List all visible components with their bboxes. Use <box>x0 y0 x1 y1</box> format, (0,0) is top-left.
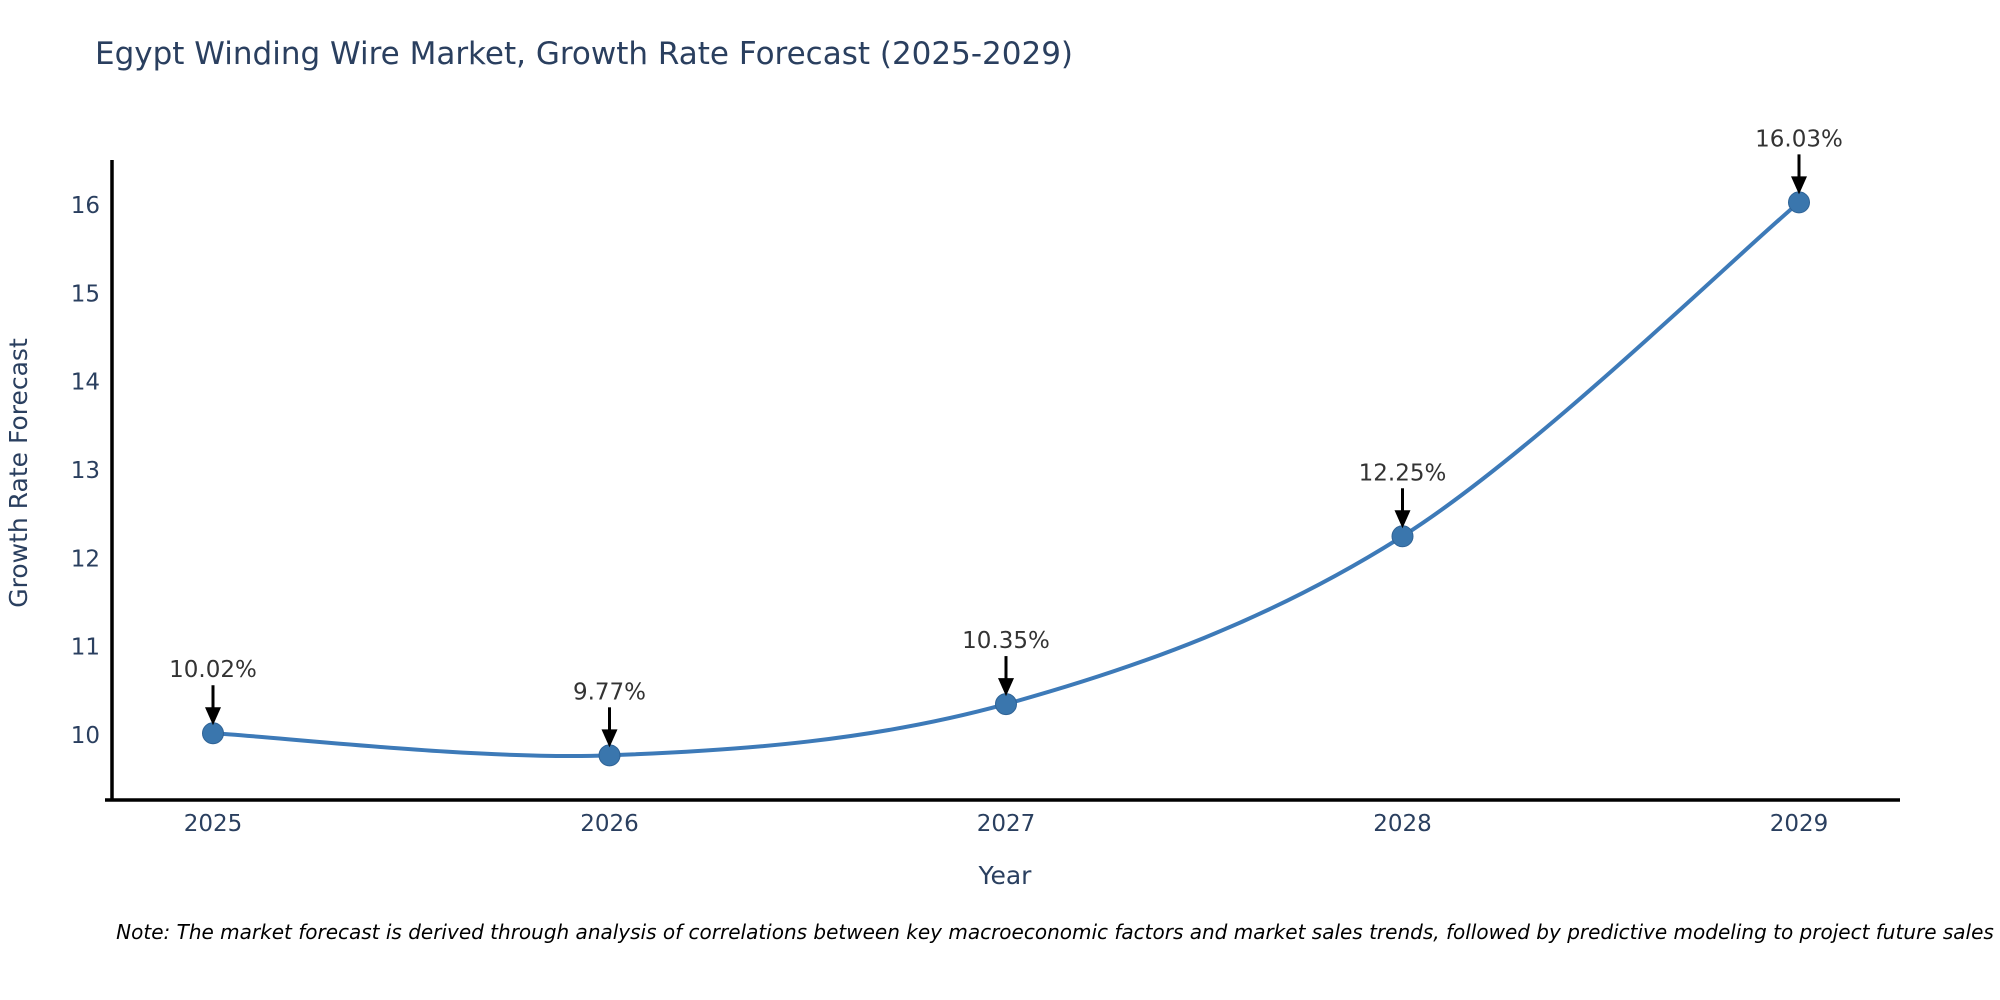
data-point-value-label: 12.25% <box>1359 460 1447 486</box>
data-point-marker <box>1788 191 1810 214</box>
x-tick-label: 2026 <box>580 811 639 837</box>
x-tick-label: 2027 <box>977 811 1036 837</box>
y-axis-title: Growth Rate Forecast <box>4 338 33 608</box>
x-tick-label: 2025 <box>184 811 243 837</box>
annotation-arrow-head <box>205 707 221 726</box>
chart-footnote: Note: The market forecast is derived thr… <box>116 920 1994 944</box>
y-tick-label: 16 <box>71 193 100 219</box>
data-point-marker <box>1391 525 1414 548</box>
annotation-arrow-head <box>998 678 1014 697</box>
data-point-value-label: 9.77% <box>573 679 646 705</box>
x-tick-label: 2028 <box>1373 811 1432 837</box>
x-tick-label: 2029 <box>1770 811 1829 837</box>
data-point-value-label: 10.02% <box>169 657 257 683</box>
y-tick-label: 15 <box>71 281 100 307</box>
annotation-arrow-head <box>1394 510 1411 529</box>
y-tick-label: 11 <box>71 635 100 661</box>
y-tick-label: 12 <box>71 546 100 572</box>
x-axis-title: Year <box>978 861 1033 890</box>
annotation-arrow-head <box>1791 176 1807 195</box>
data-point-value-label: 16.03% <box>1755 126 1843 152</box>
data-point-marker <box>598 744 621 767</box>
y-tick-label: 13 <box>71 458 100 484</box>
data-point-value-label: 10.35% <box>962 628 1050 654</box>
data-point-marker <box>995 693 1017 716</box>
y-tick-label: 14 <box>71 370 100 396</box>
chart-title: Egypt Winding Wire Market, Growth Rate F… <box>95 36 1074 72</box>
y-tick-label: 10 <box>71 723 100 749</box>
annotation-arrow-head <box>601 729 618 748</box>
data-point-marker <box>202 722 224 745</box>
